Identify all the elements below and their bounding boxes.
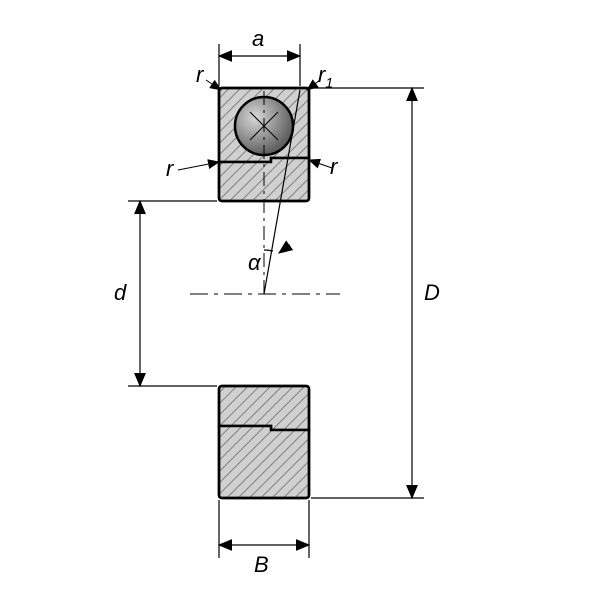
dimension-D xyxy=(311,88,424,498)
label-r-top-left: r xyxy=(196,62,203,88)
label-r1-sub: 1 xyxy=(325,74,333,90)
label-B: B xyxy=(254,552,269,578)
bottom-ring-section xyxy=(219,386,309,498)
label-D: D xyxy=(424,280,440,306)
bearing-cross-section-diagram xyxy=(0,0,600,600)
label-d: d xyxy=(114,280,126,306)
dimension-B xyxy=(219,500,309,558)
label-r-mid-right: r xyxy=(330,154,337,180)
angle-arc xyxy=(264,250,273,251)
label-r1: r1 xyxy=(318,62,333,90)
label-r-mid-left: r xyxy=(166,156,173,182)
label-a: a xyxy=(252,26,264,52)
label-alpha: α xyxy=(248,250,261,276)
angle-arrow xyxy=(279,245,290,253)
